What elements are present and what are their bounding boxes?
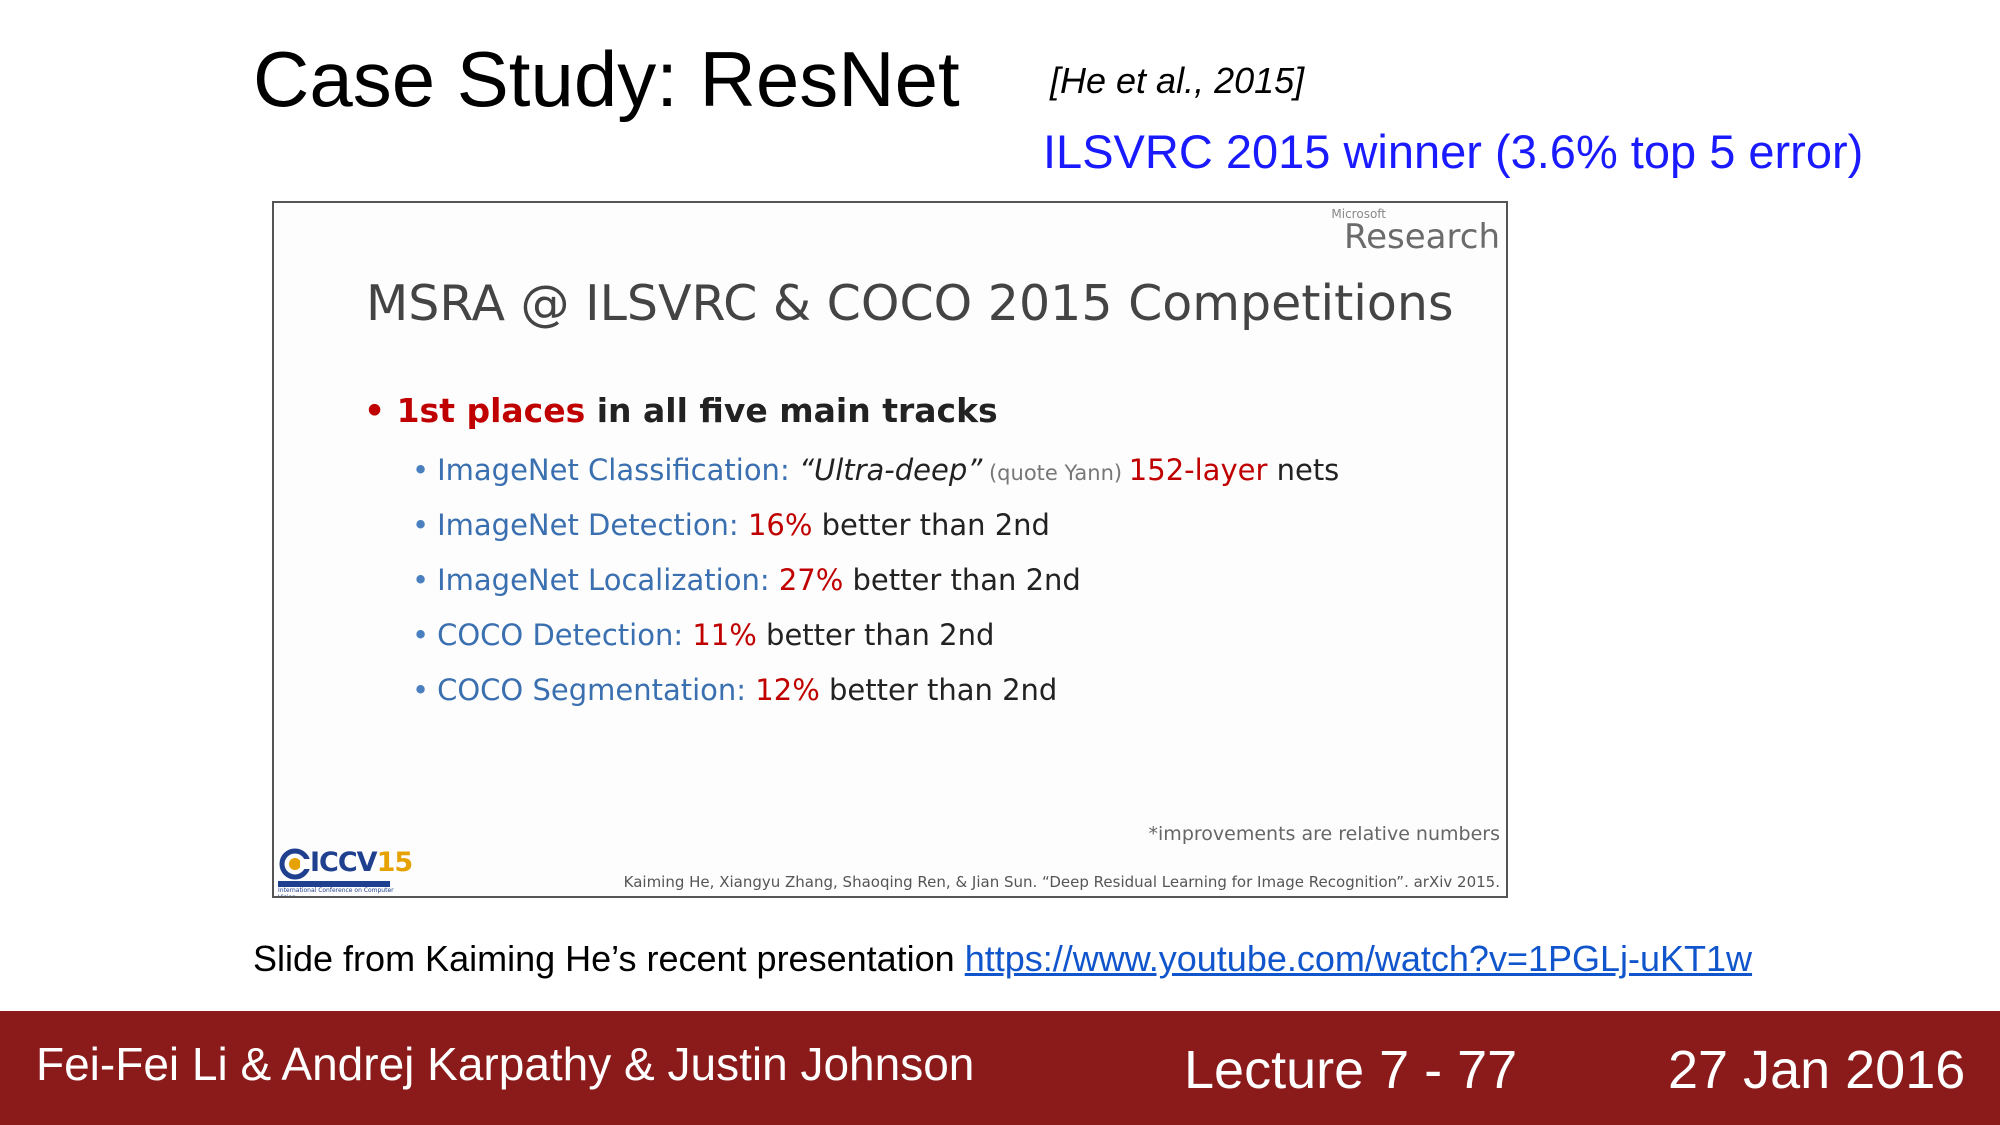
list-item: • COCO Segmentation: 12% better than 2nd [412, 673, 1057, 707]
page-title: Case Study: ResNet [253, 35, 960, 123]
paper-credits: Kaiming He, Xiangyu Zhang, Shaoqing Ren,… [623, 873, 1500, 891]
bullet-icon: • [412, 508, 430, 542]
main-bullet: • 1st places in all five main tracks [364, 391, 998, 430]
bullet-icon: • [412, 563, 430, 597]
track-text: better than 2nd [843, 563, 1081, 597]
track-highlight: 16% [747, 508, 813, 542]
main-bullet-highlight: 1st places [396, 391, 586, 430]
bullet-icon: • [412, 453, 430, 487]
youtube-link[interactable]: https://www.youtube.com/watch?v=1PGLj-uK… [964, 938, 1753, 979]
quote-text: “Ultra-deep” [798, 453, 983, 487]
footer-bar: Fei-Fei Li & Andrej Karpathy & Justin Jo… [0, 1011, 2000, 1125]
track-name: ImageNet Localization: [437, 563, 779, 597]
track-text: better than 2nd [819, 673, 1058, 707]
embedded-slide: Microsoft Research MSRA @ ILSVRC & COCO … [272, 201, 1508, 898]
bullet-icon: • [364, 391, 386, 430]
track-text: better than 2nd [756, 618, 995, 652]
footer-lecture: Lecture 7 - 77 [1184, 1040, 1518, 1100]
track-name: ImageNet Detection: [437, 508, 748, 542]
footnote: *improvements are relative numbers [1148, 823, 1500, 845]
footer-date: 27 Jan 2016 [1668, 1040, 1966, 1100]
track-highlight: 152-layer [1128, 453, 1268, 487]
bullet-icon: • [412, 673, 430, 707]
track-name: ImageNet Classification: [437, 453, 799, 487]
citation: [He et al., 2015] [1050, 60, 1305, 101]
iccv-logo-text: ICCV15 [310, 847, 413, 878]
subtitle: ILSVRC 2015 winner (3.6% top 5 error) [1043, 125, 1864, 178]
track-text: better than 2nd [812, 508, 1050, 542]
track-highlight: 27% [778, 563, 844, 597]
slide-title: MSRA @ ILSVRC & COCO 2015 Competitions [366, 275, 1454, 332]
list-item: • ImageNet Detection: 16% better than 2nd [412, 508, 1050, 542]
caption: Slide from Kaiming He’s recent presentat… [253, 938, 1752, 980]
track-highlight: 11% [692, 618, 757, 652]
track-name: COCO Detection: [437, 618, 693, 652]
list-item: • ImageNet Classification: “Ultra-deep” (… [412, 453, 1339, 487]
quote-attribution: (quote Yann) [982, 461, 1129, 485]
main-bullet-text: in all five main tracks [585, 391, 998, 430]
microsoft-label: Microsoft [1331, 207, 1386, 221]
track-text: nets [1267, 453, 1340, 487]
caption-text: Slide from Kaiming He’s recent presentat… [253, 938, 965, 979]
iccv-logo-bar [278, 881, 390, 887]
footer-authors: Fei-Fei Li & Andrej Karpathy & Justin Jo… [36, 1038, 975, 1090]
iccv-logo: ICCV15 International Conference on Compu… [276, 843, 413, 898]
track-name: COCO Segmentation: [437, 673, 756, 707]
list-item: • ImageNet Localization: 27% better than … [412, 563, 1081, 597]
bullet-icon: • [412, 618, 430, 652]
iccv-logo-subtext: International Conference on Computer Vis… [278, 887, 394, 898]
iccv-swirl-icon [279, 848, 312, 880]
list-item: • COCO Detection: 11% better than 2nd [412, 618, 994, 652]
track-highlight: 12% [755, 673, 820, 707]
research-logo: Research [1344, 217, 1500, 257]
